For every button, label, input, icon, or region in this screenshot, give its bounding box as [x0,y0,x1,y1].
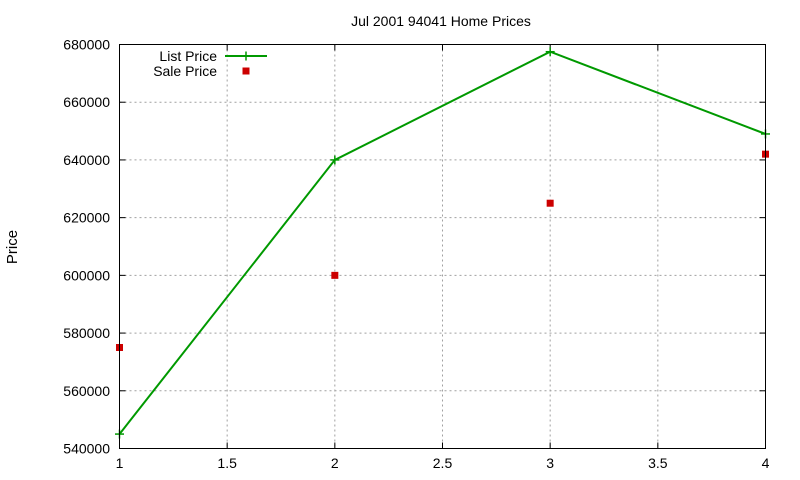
legend-label: List Price [159,48,217,64]
grid [119,44,766,449]
data-point [330,155,340,165]
legend-item: Sale Price [153,63,250,79]
y-tick-label: 640000 [63,152,110,168]
x-tick-label: 2 [331,455,339,471]
y-tick-label: 680000 [63,37,110,53]
y-tick-labels: 540000 560000 580000 600000 620000 640000 6600… [63,37,110,457]
y-tick-label: 540000 [63,441,110,457]
data-point [546,199,554,207]
y-axis-label: Price [4,230,21,264]
data-point [331,271,339,279]
x-tick-label: 1.5 [217,455,237,471]
y-tick-label: 580000 [63,325,110,341]
data-point [545,47,555,57]
plot-frame [119,44,766,449]
x-tick-label: 2.5 [433,455,453,471]
x-tick-label: 3 [546,455,554,471]
legend-swatch-marker [242,67,250,75]
y-tick-label: 560000 [63,383,110,399]
legend-swatch-marker [241,51,251,61]
x-tick-label: 1 [116,455,124,471]
x-tick-labels: 1 1.5 2 2.5 3 3.5 4 [116,455,770,471]
x-tick-label: 4 [762,455,770,471]
legend-item: List Price [159,48,267,64]
x-tick-label: 3.5 [648,455,668,471]
chart-title: Jul 2001 94041 Home Prices [351,13,531,29]
y-tick-label: 600000 [63,267,110,283]
series-line [118,50,766,435]
legend-label: Sale Price [153,63,217,79]
y-tick-label: 660000 [63,94,110,110]
y-tick-label: 620000 [63,210,110,226]
